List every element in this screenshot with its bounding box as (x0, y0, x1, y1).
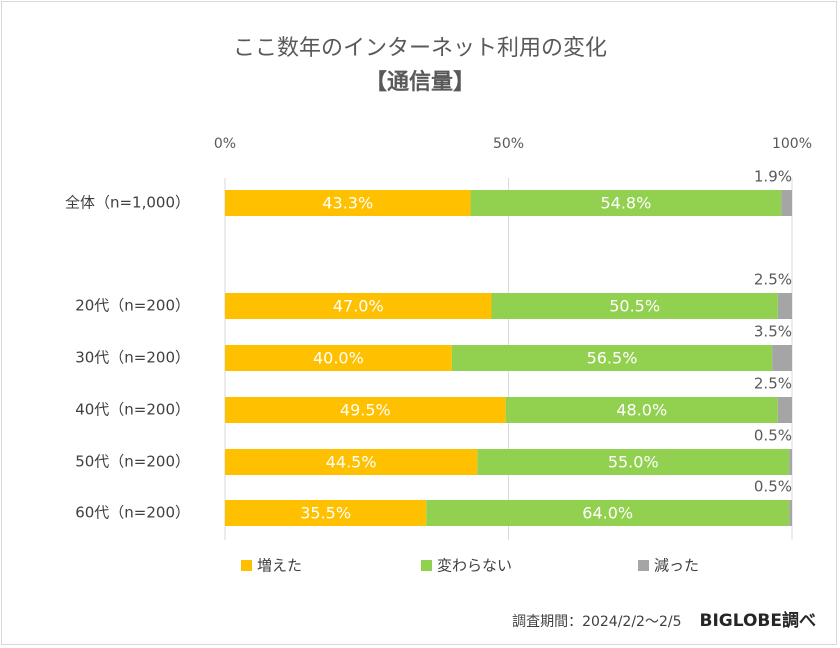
chart-title: ここ数年のインターネット利用の変化 (232, 36, 607, 61)
data-label: 49.5% (340, 401, 391, 420)
bar-segment (225, 293, 492, 319)
category-label: 全体（n=1,000） (65, 194, 190, 212)
data-label: 50.5% (609, 297, 660, 316)
stacked-bar-chart: 0% 50% 100% 全体（n=1,000） 43.3% 54.8% 1.9% 20代（n=… (65, 136, 812, 575)
bar-segment (777, 397, 792, 423)
brand-credit: BIGLOBE調べ (699, 611, 817, 631)
data-label: 54.8% (600, 194, 651, 213)
data-label: 40.0% (313, 349, 364, 368)
bar-segment (772, 345, 792, 371)
data-label: 48.0% (616, 401, 667, 420)
data-label: 1.9% (754, 168, 792, 186)
chart-subtitle: 【通信量】 (364, 70, 475, 95)
data-label: 44.5% (326, 453, 377, 472)
bar-segment (426, 500, 790, 526)
bar-segment (781, 190, 792, 216)
bar-segment (491, 293, 778, 319)
legend-label: 変わらない (437, 557, 512, 575)
data-label: 2.5% (754, 375, 792, 393)
data-label: 64.0% (582, 504, 633, 523)
data-label: 47.0% (333, 297, 384, 316)
category-label: 60代（n=200） (75, 504, 190, 522)
bar-segment (225, 449, 478, 475)
data-label: 55.0% (608, 453, 659, 472)
bar-segment (470, 190, 782, 216)
legend-swatch (638, 560, 649, 571)
survey-period: 調査期間：2024/2/2〜2/5 (512, 614, 682, 630)
bar-segment (451, 345, 773, 371)
bar-segment (505, 397, 778, 423)
category-label: 50代（n=200） (75, 453, 190, 471)
x-tick-label: 100% (772, 136, 812, 152)
data-label: 35.5% (300, 504, 351, 523)
category-label: 20代（n=200） (75, 297, 190, 315)
data-label: 43.3% (322, 194, 373, 213)
bar-segment (225, 345, 452, 371)
data-label: 56.5% (587, 349, 638, 368)
data-label: 2.5% (754, 271, 792, 289)
legend-swatch (241, 560, 252, 571)
bar-segment (225, 500, 427, 526)
x-tick-label: 0% (214, 136, 236, 152)
legend-label: 増えた (257, 557, 302, 575)
x-tick-label: 50% (493, 136, 524, 152)
source-note: 調査期間：2024/2/2〜2/5 BIGLOBE調べ (512, 606, 816, 631)
bar-segment (789, 449, 792, 475)
legend-label: 減った (654, 557, 699, 575)
bar-segment (225, 397, 506, 423)
data-label: 0.5% (754, 427, 792, 445)
category-label: 40代（n=200） (75, 401, 190, 419)
bar-segment (777, 293, 792, 319)
bar-segment (225, 190, 471, 216)
legend-swatch (421, 560, 432, 571)
bar-segment (789, 500, 792, 526)
category-label: 30代（n=200） (75, 349, 190, 367)
data-label: 0.5% (754, 478, 792, 496)
bar-segment (477, 449, 790, 475)
data-label: 3.5% (754, 323, 792, 341)
